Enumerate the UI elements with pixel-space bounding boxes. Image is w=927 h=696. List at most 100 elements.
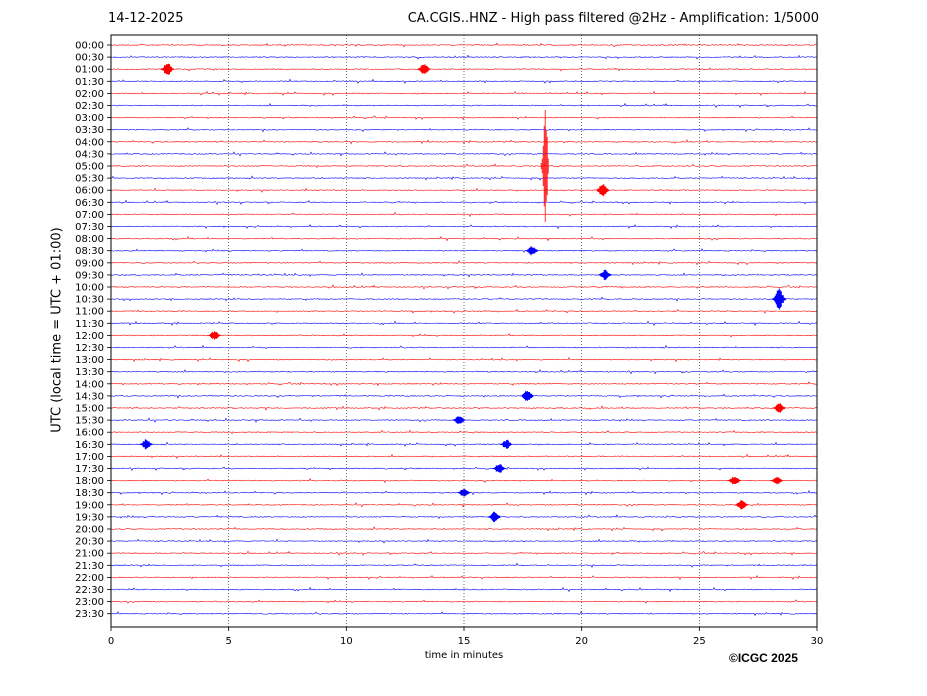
y-tick-label: 15:30 — [75, 416, 104, 427]
y-tick-label: 17:30 — [75, 464, 104, 475]
event-burst — [771, 288, 786, 310]
y-tick-group: 00:0000:3001:0001:3002:0002:3003:0003:30… — [75, 41, 111, 620]
trace-row — [110, 127, 818, 133]
event-burst — [138, 439, 153, 450]
y-tick-label: 21:30 — [75, 561, 104, 572]
trace-row — [110, 429, 818, 435]
trace-row — [110, 199, 818, 205]
x-axis-label: time in minutes — [424, 650, 504, 661]
y-tick-label: 00:00 — [75, 41, 104, 52]
event-burst — [524, 246, 539, 256]
y-tick-label: 15:00 — [75, 404, 104, 415]
trace-row — [110, 163, 818, 169]
y-tick-label: 10:30 — [75, 295, 104, 306]
y-tick-label: 20:30 — [75, 537, 104, 548]
trace-row — [110, 478, 818, 484]
y-tick-label: 03:30 — [75, 125, 104, 136]
y-tick-label: 14:30 — [75, 391, 104, 402]
trace-row — [110, 175, 818, 181]
y-tick-label: 17:00 — [75, 452, 104, 463]
event-burst — [491, 464, 506, 473]
trace-row — [110, 67, 818, 72]
y-tick-label: 05:30 — [75, 174, 104, 185]
y-tick-label: 23:30 — [75, 609, 104, 620]
y-tick-label: 05:00 — [75, 162, 104, 173]
event-group — [138, 63, 786, 522]
event-burst — [451, 416, 466, 424]
x-tick-label: 25 — [693, 636, 706, 647]
x-tick-label: 10 — [340, 636, 353, 647]
y-tick-label: 18:00 — [75, 476, 104, 487]
trace-row — [110, 453, 818, 459]
y-tick-label: 08:30 — [75, 246, 104, 257]
trace-row — [110, 562, 818, 568]
x-tick-label: 30 — [811, 636, 824, 647]
y-tick-label: 23:00 — [75, 597, 104, 608]
event-burst — [160, 63, 174, 75]
trace-row — [110, 575, 818, 581]
y-tick-label: 02:00 — [75, 89, 104, 100]
trace-row — [110, 393, 818, 399]
trace-row — [110, 272, 818, 278]
event-burst — [597, 269, 612, 281]
y-tick-label: 14:00 — [75, 379, 104, 390]
trace-row — [110, 550, 818, 556]
trace-row — [110, 248, 818, 253]
y-tick-label: 19:30 — [75, 512, 104, 523]
trace-row — [110, 526, 818, 532]
y-tick-label: 12:00 — [75, 331, 104, 342]
trace-row — [110, 102, 818, 109]
plot-frame — [110, 34, 818, 628]
event-burst — [487, 511, 502, 522]
trace-row — [110, 260, 818, 266]
chart-title: CA.CGIS..HNZ - High pass filtered @2Hz -… — [407, 11, 819, 26]
y-tick-label: 13:00 — [75, 355, 104, 366]
event-burst — [498, 439, 513, 449]
y-tick-label: 13:30 — [75, 367, 104, 378]
event-burst — [771, 403, 786, 413]
y-tick-label: 03:00 — [75, 113, 104, 124]
event-burst — [734, 500, 749, 510]
y-tick-label: 22:00 — [75, 573, 104, 584]
trace-row — [110, 115, 818, 120]
x-tick-group: 0 5 10 15 20 25 30 — [108, 627, 824, 647]
x-tick-label: 5 — [225, 636, 231, 647]
x-tick-label: 20 — [575, 636, 588, 647]
trace-row — [110, 90, 818, 96]
trace-row — [110, 538, 818, 544]
y-tick-label: 04:00 — [75, 137, 104, 148]
event-burst — [540, 110, 549, 222]
y-tick-label: 07:00 — [75, 210, 104, 221]
trace-row — [110, 514, 818, 519]
event-burst — [727, 476, 742, 485]
x-tick-label: 0 — [108, 636, 114, 647]
event-burst — [520, 391, 534, 401]
chart-date: 14-12-2025 — [108, 11, 184, 26]
y-tick-label: 06:30 — [75, 198, 104, 209]
y-tick-label: 08:00 — [75, 234, 104, 245]
trace-row — [110, 586, 818, 593]
trace-row — [110, 78, 818, 84]
y-tick-label: 21:00 — [75, 549, 104, 560]
x-tick-label: 15 — [458, 636, 471, 647]
event-burst — [416, 64, 431, 75]
event-burst — [207, 331, 221, 340]
trace-row — [110, 502, 818, 508]
grid-group — [228, 35, 700, 627]
trace-row — [110, 187, 818, 193]
y-tick-label: 19:00 — [75, 500, 104, 511]
trace-row — [110, 235, 818, 242]
y-tick-label: 22:30 — [75, 585, 104, 596]
trace-row — [110, 611, 818, 617]
y-tick-label: 11:30 — [75, 319, 104, 330]
trace-row — [110, 211, 818, 218]
trace-row — [110, 441, 818, 447]
y-tick-label: 01:30 — [75, 77, 104, 88]
trace-row — [110, 151, 818, 157]
y-tick-label: 10:00 — [75, 283, 104, 294]
y-tick-label: 01:00 — [75, 65, 104, 76]
y-tick-label: 11:00 — [75, 307, 104, 318]
y-tick-label: 04:30 — [75, 149, 104, 160]
y-tick-label: 09:30 — [75, 270, 104, 281]
